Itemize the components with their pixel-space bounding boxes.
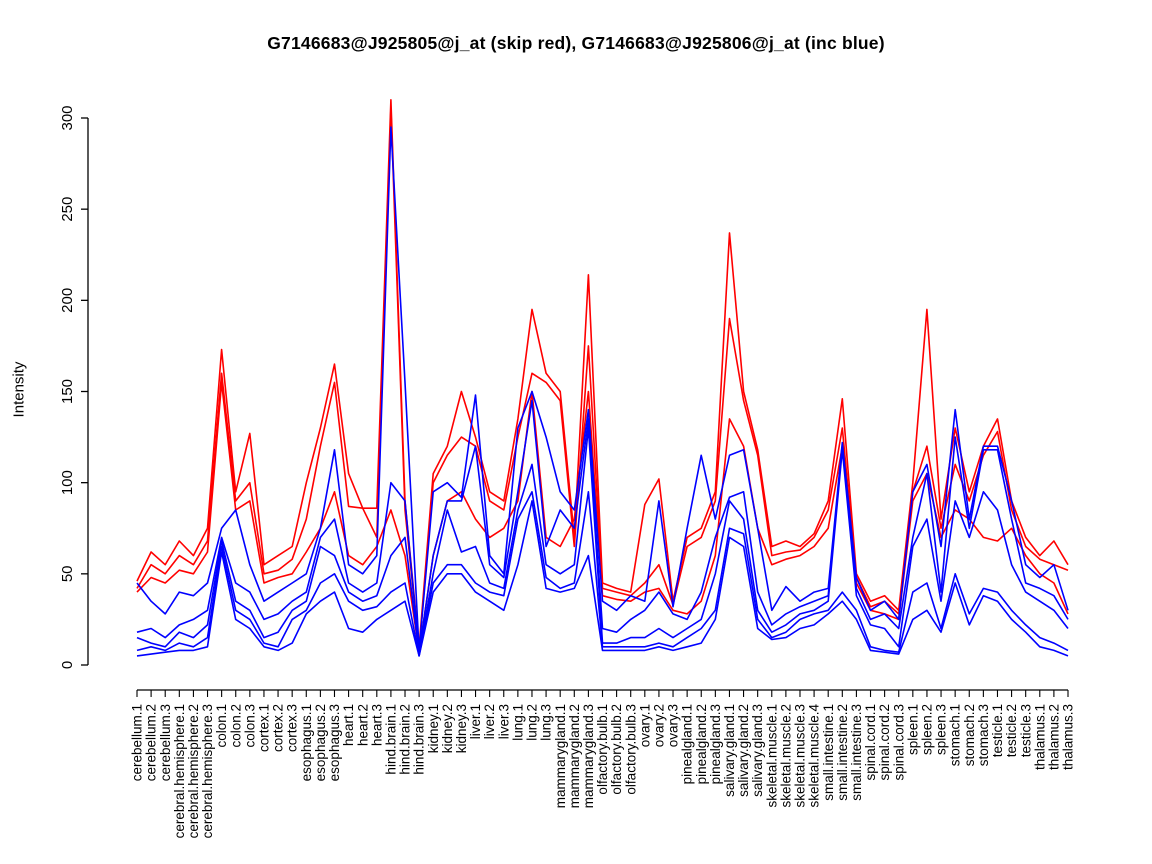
- x-tick-label: heart.3: [369, 704, 384, 746]
- series-line-J925806.inc.2: [136, 399, 1069, 654]
- y-tick-label: 300: [59, 105, 76, 130]
- x-tick-label: kidney.1: [426, 704, 441, 753]
- x-tick-label: pinealgland.1: [680, 704, 695, 784]
- x-tick-label: liver.1: [468, 704, 483, 739]
- x-tick-label: cerebellum.1: [130, 704, 145, 781]
- x-tick-label: lung.3: [539, 704, 554, 741]
- x-tick-label: lung.2: [525, 704, 540, 741]
- y-tick-label: 50: [59, 565, 76, 582]
- x-tick-label: heart.2: [355, 704, 370, 746]
- x-tick-label: small.intestine.1: [821, 704, 836, 801]
- x-tick-label: spinal.cord.2: [877, 704, 892, 781]
- x-tick-label: salivary.gland.2: [736, 704, 751, 797]
- y-tick-label: 100: [59, 470, 76, 495]
- series-line-J925805.skip.1: [136, 99, 1069, 648]
- x-tick-label: testicle.3: [1018, 704, 1033, 757]
- x-tick-label: cortex.1: [257, 704, 272, 752]
- x-tick-label: esophagus.1: [299, 704, 314, 781]
- x-tick-label: testicle.2: [1004, 704, 1019, 757]
- x-tick-label: cerebral.hemisphere.3: [200, 704, 215, 838]
- series-line-J925806.inc.5: [136, 500, 1069, 657]
- x-tick-label: cerebral.hemisphere.2: [186, 704, 201, 838]
- x-tick-label: cortex.2: [271, 704, 286, 752]
- x-tick-label: lung.1: [510, 704, 525, 741]
- x-tick-label: spinal.cord.3: [891, 704, 906, 781]
- x-tick-label: skeletal.muscle.4: [807, 704, 822, 808]
- x-tick-label: spleen.3: [934, 704, 949, 755]
- x-tick-label: ovary.1: [637, 704, 652, 747]
- x-tick-label: olfactory.bulb.2: [609, 704, 624, 795]
- series-line-J925806.inc.1: [136, 126, 1069, 652]
- x-tick-label: pinealgland.3: [708, 704, 723, 784]
- x-tick-label: heart.1: [341, 704, 356, 746]
- x-tick-label: testicle.1: [990, 704, 1005, 757]
- y-tick-label: 0: [59, 661, 76, 669]
- x-tick-label: spleen.1: [905, 704, 920, 755]
- x-tick-label: cerebellum.2: [144, 704, 159, 781]
- x-tick-label: ovary.2: [652, 704, 667, 747]
- x-tick-label: salivary.gland.3: [750, 704, 765, 797]
- x-tick-label: spinal.cord.1: [863, 704, 878, 781]
- x-tick-label: mammarygland.1: [553, 704, 568, 808]
- x-tick-label: stomach.1: [948, 704, 963, 766]
- x-tick-label: thalamus.3: [1061, 704, 1076, 770]
- x-tick-label: thalamus.1: [1032, 704, 1047, 770]
- x-tick-label: cerebellum.3: [158, 704, 173, 781]
- x-tick-label: kidney.2: [440, 704, 455, 753]
- y-tick-label: 200: [59, 288, 76, 313]
- x-tick-label: esophagus.3: [327, 704, 342, 781]
- y-tick-label: 250: [59, 197, 76, 222]
- x-tick-label: esophagus.2: [313, 704, 328, 781]
- x-tick-label: colon.2: [228, 704, 243, 748]
- y-tick-label: 150: [59, 379, 76, 404]
- x-tick-label: skeletal.muscle.2: [778, 704, 793, 808]
- x-tick-label: skeletal.muscle.3: [793, 704, 808, 808]
- x-tick-label: hind.brain.3: [412, 704, 427, 775]
- x-tick-label: olfactory.bulb.3: [623, 704, 638, 795]
- x-tick-label: colon.3: [242, 704, 257, 748]
- x-tick-label: liver.3: [496, 704, 511, 739]
- x-tick-label: small.intestine.3: [849, 704, 864, 801]
- chart-title: G7146683@J925805@j_at (skip red), G71466…: [267, 33, 885, 53]
- x-tick-label: stomach.3: [976, 704, 991, 766]
- x-tick-label: pinealgland.2: [694, 704, 709, 784]
- x-tick-label: hind.brain.1: [383, 704, 398, 775]
- x-tick-label: salivary.gland.1: [722, 704, 737, 797]
- x-tick-label: ovary.3: [666, 704, 681, 747]
- x-tick-label: colon.1: [214, 704, 229, 748]
- x-tick-label: thalamus.2: [1046, 704, 1061, 770]
- x-tick-label: liver.2: [482, 704, 497, 739]
- x-tick-label: stomach.2: [962, 704, 977, 766]
- x-tick-label: mammarygland.2: [567, 704, 582, 808]
- x-tick-label: small.intestine.2: [835, 704, 850, 801]
- x-tick-label: kidney.3: [454, 704, 469, 753]
- x-tick-label: cortex.3: [285, 704, 300, 752]
- x-tick-label: mammarygland.3: [581, 704, 596, 808]
- x-tick-label: skeletal.muscle.1: [764, 704, 779, 808]
- x-tick-label: olfactory.bulb.1: [595, 704, 610, 795]
- x-tick-label: cerebral.hemisphere.1: [172, 704, 187, 838]
- x-tick-label: spleen.2: [920, 704, 935, 755]
- x-tick-label: hind.brain.2: [398, 704, 413, 775]
